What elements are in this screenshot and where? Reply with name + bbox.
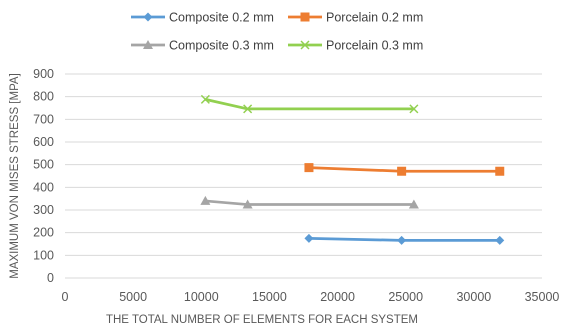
x-tick-label: 15000 [252, 290, 287, 304]
x-tick-label: 0 [62, 290, 69, 304]
data-point [200, 195, 211, 205]
series-composite-0-3-mm [200, 195, 419, 209]
series-line [205, 98, 414, 111]
data-point [408, 199, 419, 209]
data-point [242, 199, 253, 209]
x-tick-label: 20000 [320, 290, 355, 304]
series-porcelain-0-3-mm [200, 94, 419, 114]
y-tick-label: 600 [33, 135, 54, 149]
legend-item-porcelain-0-3-mm: Porcelain 0.3 mm [288, 39, 423, 53]
data-point [304, 163, 314, 173]
legend-label: Composite 0.2 mm [169, 11, 274, 25]
data-point [495, 235, 505, 245]
y-tick-label: 900 [33, 67, 54, 81]
legend-item-porcelain-0-2-mm: Porcelain 0.2 mm [288, 11, 423, 25]
y-tick-label: 200 [33, 226, 54, 240]
legend-item-composite-0-3-mm: Composite 0.3 mm [131, 39, 274, 53]
legend-label: Porcelain 0.2 mm [326, 11, 423, 25]
y-tick-label: 800 [33, 90, 54, 104]
data-point [243, 104, 253, 114]
y-tick-label: 100 [33, 248, 54, 262]
y-tick-label: 700 [33, 112, 54, 126]
series-porcelain-0-2-mm [304, 163, 505, 176]
series-composite-0-2-mm [304, 233, 505, 245]
y-tick-label: 400 [33, 180, 54, 194]
y-tick-label: 300 [33, 203, 54, 217]
legend-marker [143, 40, 153, 49]
legend: Composite 0.2 mm Porcelain 0.2 mm Composit… [131, 11, 423, 53]
data-point [397, 166, 407, 176]
x-tick-label: 30000 [456, 290, 491, 304]
legend-marker [300, 12, 310, 22]
data-point [397, 235, 407, 245]
data-point [200, 94, 210, 104]
marker-cross-stroke [300, 40, 310, 50]
data-point [304, 233, 314, 243]
x-tick-label: 5000 [119, 290, 147, 304]
x-tick-label: 25000 [388, 290, 423, 304]
y-axis-label: MAXIMUM VON MISES STRESS [MPA] [9, 73, 21, 279]
y-axis-ticks: 0 100 200 300 400 500 600 700 800 900 [33, 67, 54, 285]
marker-cross-stroke [243, 104, 253, 114]
x-tick-label: 35000 [525, 290, 560, 304]
marker-cross-stroke [200, 94, 210, 104]
series-line [205, 199, 414, 206]
series-layer [200, 94, 505, 245]
x-axis-label: THE TOTAL NUMBER OF ELEMENTS FOR EACH SY… [106, 314, 418, 326]
legend-label: Composite 0.3 mm [169, 39, 274, 53]
gridlines [65, 73, 542, 279]
legend-item-composite-0-2-mm: Composite 0.2 mm [131, 11, 274, 25]
legend-marker [143, 12, 153, 22]
y-tick-label: 0 [47, 271, 54, 285]
data-point [495, 166, 505, 176]
legend-label: Porcelain 0.3 mm [326, 39, 423, 53]
legend-marker [300, 40, 310, 50]
marker-cross-stroke [409, 104, 419, 114]
data-point [409, 104, 419, 114]
y-tick-label: 500 [33, 158, 54, 172]
x-axis-ticks: 0 5000 10000 15000 20000 25000 30000 35000 [62, 290, 560, 304]
x-tick-label: 10000 [184, 290, 219, 304]
